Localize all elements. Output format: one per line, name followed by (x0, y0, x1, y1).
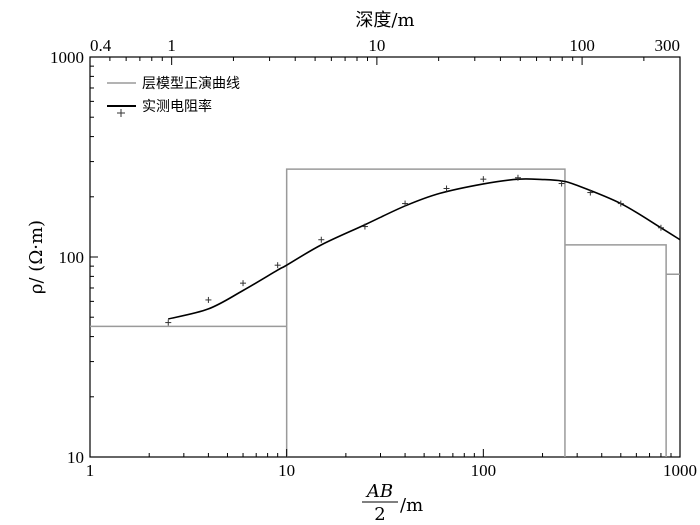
data-point (361, 223, 368, 230)
y-axis-left: 10 100 1000 (50, 48, 98, 467)
top-tick-label: 0.4 (90, 36, 112, 55)
y-axis-label: ρ/ (Ω·m) (26, 220, 47, 294)
legend-measured-label: 实测电阻率 (142, 98, 212, 115)
data-point (657, 224, 664, 231)
y-tick-label: 100 (59, 248, 85, 267)
data-point (617, 200, 624, 207)
data-point (480, 176, 487, 183)
data-point (402, 200, 409, 207)
data-point (514, 174, 521, 181)
data-point (240, 280, 247, 287)
x-tick-label: 100 (471, 461, 497, 480)
legend-measured-marker (117, 109, 125, 117)
fit-curve-path (168, 178, 681, 320)
measured-fit-curve (168, 178, 681, 320)
data-point (443, 185, 450, 192)
top-tick-label: 10 (368, 36, 385, 55)
y-tick-label: 1000 (50, 48, 84, 67)
top-tick-label: 1 (167, 36, 176, 55)
measured-points (165, 174, 664, 326)
data-point (165, 319, 172, 326)
x-axis-label: AB 2 /m (362, 481, 423, 525)
y-tick-label: 10 (67, 448, 84, 467)
x-tick-label: 1000 (663, 461, 697, 480)
data-point (558, 180, 565, 187)
x-axis-bottom: 1 10 100 1000 (86, 449, 697, 480)
top-tick-label: 100 (569, 36, 595, 55)
legend-model-label: 层模型正演曲线 (142, 76, 240, 92)
plot-frame (89, 56, 681, 458)
x-tick-label: 1 (86, 461, 95, 480)
layer-model-curve (90, 168, 680, 457)
x-label-numerator: AB (365, 481, 393, 502)
x-label-denominator: 2 (374, 504, 385, 525)
model-step-path (90, 168, 680, 457)
legend: 层模型正演曲线 实测电阻率 (107, 76, 240, 117)
top-tick-label: 300 (655, 36, 681, 55)
x-label-unit: /m (400, 495, 423, 516)
data-point (318, 236, 325, 243)
data-point (587, 189, 594, 196)
top-axis-label: 深度/m (355, 10, 414, 31)
data-point (205, 296, 212, 303)
x-axis-top: 0.4 1 10 100 300 (89, 36, 681, 65)
data-point (274, 262, 281, 269)
x-tick-label: 10 (278, 461, 295, 480)
